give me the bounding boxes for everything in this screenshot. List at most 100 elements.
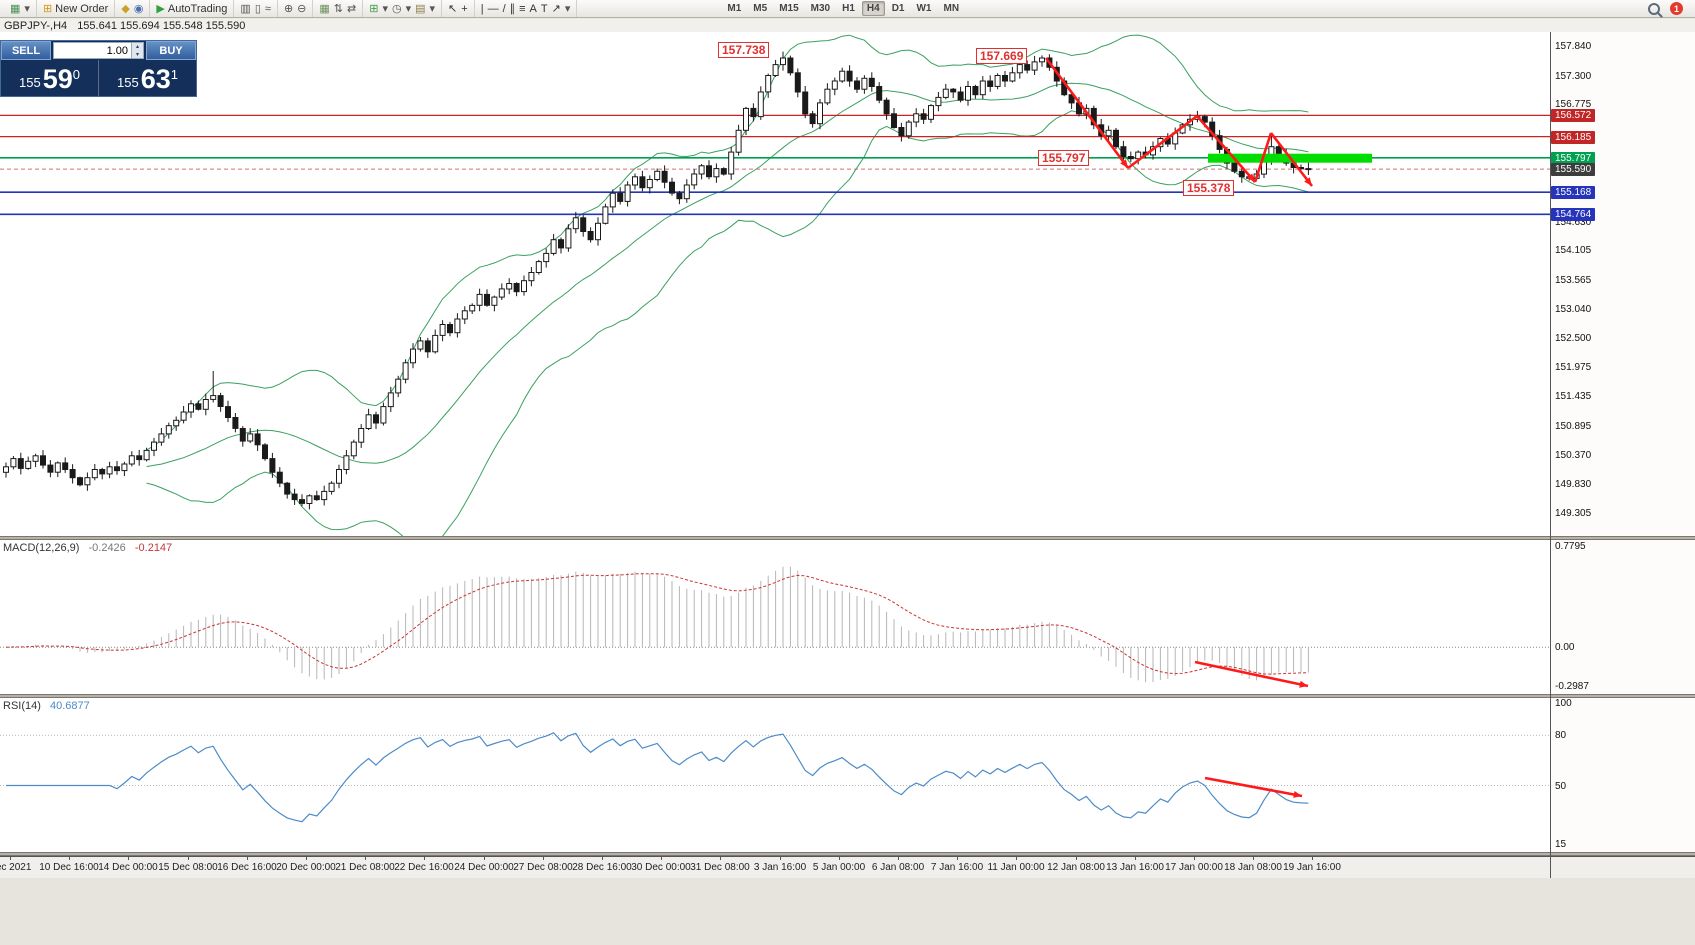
timeframe-h4[interactable]: H4: [861, 1, 885, 16]
candle-body: [528, 272, 535, 282]
price-chart-canvas[interactable]: [0, 32, 1550, 536]
timeframe-w1[interactable]: W1: [916, 3, 932, 14]
candle-body: [1068, 94, 1075, 104]
candle-body: [1009, 72, 1016, 82]
templates-dropdown[interactable]: ▾: [428, 1, 438, 17]
timeframe-h1[interactable]: H1: [842, 3, 855, 14]
bollinger-upper-band[interactable]: [146, 34, 1309, 451]
horizontal-line-button[interactable]: —: [486, 1, 501, 17]
trend-arrow[interactable]: [1044, 57, 1130, 169]
templates-button[interactable]: ▤: [413, 1, 427, 17]
bar-chart-button[interactable]: ▥: [238, 1, 252, 17]
candle-body: [180, 411, 187, 421]
time-tick: [424, 857, 425, 860]
price-annotation[interactable]: 157.669: [976, 48, 1028, 64]
channel-button[interactable]: ∥: [508, 1, 518, 17]
sort-down-button[interactable]: ⇄: [345, 1, 358, 17]
buy-button[interactable]: BUY: [146, 41, 196, 60]
panel-resize-separator[interactable]: [0, 536, 1695, 540]
new-chart-button-glyph: ▦: [10, 2, 21, 15]
timeframe-m1[interactable]: M1: [727, 3, 742, 14]
spinner-down-icon[interactable]: ▾: [135, 52, 139, 58]
trend-arrow[interactable]: [1196, 115, 1256, 183]
sort-up-button[interactable]: ⇅: [332, 1, 345, 17]
panel-resize-separator[interactable]: [0, 694, 1695, 698]
arrows-dropdown[interactable]: ▾: [563, 1, 573, 17]
timeframe-m5[interactable]: M5: [753, 3, 768, 14]
cursor-button[interactable]: ↖: [446, 1, 459, 17]
price-annotation[interactable]: 155.378: [1183, 180, 1235, 196]
panel-resize-separator[interactable]: [0, 852, 1695, 856]
periods-dropdown[interactable]: ▾: [404, 1, 414, 17]
candle-body: [188, 403, 194, 413]
price-scale[interactable]: 157.840 157.300 156.775 154.630 154.105 153.5…: [1550, 32, 1695, 536]
new-chart-dropdown[interactable]: ▾: [22, 1, 32, 17]
arrows-button[interactable]: ↗: [550, 1, 563, 17]
candle-body: [1231, 162, 1238, 172]
arrowhead-icon: [1293, 791, 1302, 798]
indicators-button[interactable]: ⊞: [367, 1, 380, 17]
indicators-dropdown[interactable]: ▾: [380, 1, 390, 17]
price-chart-panel[interactable]: SELL 1.00 ▴ ▾ BUY 155 59 0 155 63 1 157.738 15…: [0, 32, 1550, 536]
new-chart-dropdown-glyph: ▾: [24, 2, 30, 15]
autotrading-button[interactable]: ▶ AutoTrading: [154, 1, 229, 17]
trend-arrow[interactable]: [1269, 132, 1314, 187]
fibonacci-button[interactable]: ≡: [517, 1, 527, 17]
sell-price[interactable]: 155 59 0: [19, 64, 80, 94]
price-annotation[interactable]: 155.797: [1038, 150, 1090, 166]
trendline-button[interactable]: /: [501, 1, 508, 17]
volume-field[interactable]: 1.00 ▴ ▾: [53, 42, 144, 59]
candle-body: [521, 280, 527, 293]
crosshair-button[interactable]: +: [459, 1, 469, 17]
notification-badge[interactable]: 1: [1670, 2, 1683, 15]
price-badge-155.797: 155.797: [1551, 152, 1596, 165]
metaeditor-icon[interactable]: ◆: [119, 1, 131, 17]
new-order-button[interactable]: ⊞ New Order: [41, 1, 110, 17]
trend-arrow[interactable]: [1127, 114, 1198, 170]
timeframe-mn[interactable]: MN: [943, 3, 960, 14]
periods-button[interactable]: ◷: [390, 1, 404, 17]
macd-signal-line: [5, 573, 1309, 675]
trend-arrow[interactable]: [1253, 132, 1273, 183]
rsi-scale[interactable]: 100 80 50 15: [1550, 698, 1695, 852]
spinner-up-icon[interactable]: ▴: [135, 44, 139, 50]
search-icon[interactable]: [1648, 2, 1660, 15]
toolbar-groups: ▦ ▾ ⊞ New Order ◆ ◉ ▶ AutoTrading ▥ ▯ ≈ ⊕ ⊖ ▦ ⇅ ⇄ ⊞ ▾ ◷ ▾ ▤ ▾…: [4, 0, 969, 17]
timeframe-m15[interactable]: M15: [779, 3, 799, 14]
label-button[interactable]: T: [539, 1, 550, 17]
one-click-trading-panel: SELL 1.00 ▴ ▾ BUY 155 59 0 155 63 1: [0, 40, 197, 97]
print-icon[interactable]: ◉: [132, 1, 146, 17]
zoom-out-button[interactable]: ⊖: [295, 1, 308, 17]
volume-value[interactable]: 1.00: [106, 44, 128, 57]
arrowhead-icon: [1120, 159, 1128, 168]
candlestick-chart-button[interactable]: ▯: [253, 1, 263, 17]
trend-arrow[interactable]: [1204, 776, 1303, 798]
candle-body: [1120, 146, 1127, 157]
bollinger-lower-band[interactable]: [146, 110, 1309, 536]
vertical-line-button[interactable]: |: [479, 1, 486, 17]
candle-body: [262, 444, 268, 460]
tile-windows-button-glyph: ▦: [319, 2, 330, 15]
new-chart-button[interactable]: ▦: [8, 1, 22, 17]
timeframe-d1[interactable]: D1: [891, 3, 905, 14]
macd-canvas[interactable]: [0, 540, 1550, 694]
rsi-panel[interactable]: RSI(14) 40.6877: [0, 698, 1550, 852]
tile-windows-button[interactable]: ▦: [317, 1, 331, 17]
line-chart-button[interactable]: ≈: [263, 1, 273, 17]
macd-panel[interactable]: MACD(12,26,9) -0.2426 -0.2147: [0, 540, 1550, 694]
candle-body: [698, 165, 705, 175]
zoom-in-button[interactable]: ⊕: [282, 1, 295, 17]
buy-price[interactable]: 155 63 1: [98, 60, 196, 96]
price-annotation[interactable]: 157.738: [718, 42, 770, 58]
macd-scale[interactable]: 0.7795 0.00 -0.2987: [1550, 540, 1695, 694]
trend-arrow[interactable]: [1194, 660, 1309, 688]
candle-body: [217, 395, 224, 408]
text-button[interactable]: A: [528, 1, 539, 17]
bollinger-middle-band[interactable]: [146, 82, 1309, 468]
timeframe-m30[interactable]: M30: [810, 3, 831, 14]
volume-spinner[interactable]: ▴ ▾: [131, 43, 143, 58]
rsi-canvas[interactable]: [0, 698, 1550, 852]
sell-button[interactable]: SELL: [1, 41, 51, 60]
